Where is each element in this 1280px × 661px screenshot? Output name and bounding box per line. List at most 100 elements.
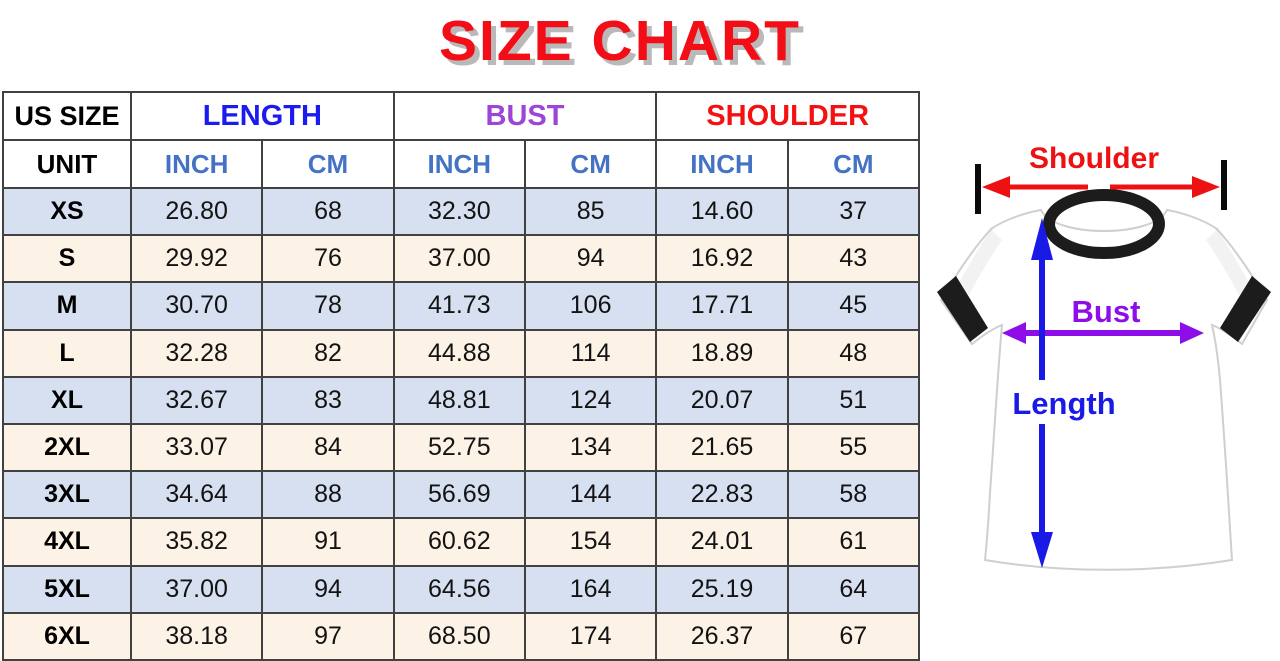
measurement-cell: 68.50 — [392, 611, 526, 661]
bust-arrowhead-left — [1002, 322, 1026, 344]
measurement-cell: 38.18 — [129, 611, 264, 661]
measurement-cell: 37.00 — [392, 234, 526, 284]
shoulder-arrowhead-right — [1192, 176, 1220, 198]
measurement-cell: 43 — [786, 234, 921, 284]
shoulder-inch-header: INCH — [655, 139, 789, 189]
length-label: Length — [1012, 386, 1115, 421]
measurement-cell: 82 — [261, 328, 395, 378]
length-group-header: LENGTH — [130, 91, 395, 141]
measurement-cell: 32.28 — [129, 328, 264, 378]
table-row: XS 26.80 68 32.30 85 14.60 37 — [2, 186, 921, 237]
measurement-cell: 35.82 — [129, 517, 264, 567]
length-cm-header: CM — [261, 139, 395, 189]
measurement-cell: 97 — [261, 611, 395, 661]
length-inch-header: INCH — [129, 139, 264, 189]
measurement-cell: 18.89 — [655, 328, 789, 378]
left-cuff — [937, 276, 988, 342]
measurement-cell: 154 — [523, 517, 658, 567]
bust-arrowhead-right — [1180, 322, 1204, 344]
measurement-cell: 94 — [523, 234, 658, 284]
table-row: XL 32.67 83 48.81 124 20.07 51 — [2, 375, 921, 425]
measurement-cell: 22.83 — [655, 470, 789, 520]
tshirt-measurement-diagram: Shoulder Bust Length — [937, 142, 1271, 571]
measurement-cell: 34.64 — [129, 470, 264, 520]
shoulder-arrowhead-left — [982, 176, 1010, 198]
measurement-cell: 45 — [786, 281, 921, 331]
measurement-cell: 174 — [523, 611, 658, 661]
measurement-cell: 61 — [786, 517, 921, 567]
measurement-cell: 37 — [786, 186, 921, 237]
measurement-cell: 85 — [523, 186, 658, 237]
length-measurement: Length — [1012, 218, 1116, 568]
table-header-group-row: US SIZE LENGTH BUST SHOULDER — [2, 91, 920, 141]
bust-cm-header: CM — [523, 139, 658, 189]
measurement-cell: 58 — [786, 470, 921, 520]
measurement-cell: 84 — [261, 422, 395, 473]
us-size-header: US SIZE — [2, 91, 132, 141]
size-label-cell: L — [2, 328, 132, 378]
measurement-cell: 24.01 — [655, 517, 789, 567]
measurement-cell: 32.30 — [392, 186, 526, 237]
measurement-cell: 78 — [261, 281, 395, 331]
table-row: 4XL 35.82 91 60.62 154 24.01 61 — [2, 517, 921, 567]
shoulder-group-header: SHOULDER — [655, 91, 920, 141]
measurement-cell: 60.62 — [392, 517, 526, 567]
length-arrowhead-top — [1031, 218, 1053, 260]
measurement-cell: 16.92 — [655, 234, 789, 284]
shoulder-cm-header: CM — [786, 139, 921, 189]
table-header-unit-row: UNIT INCH CM INCH CM INCH CM — [2, 139, 921, 189]
size-label-cell: M — [2, 281, 132, 331]
measurement-cell: 134 — [523, 422, 658, 473]
measurement-cell: 76 — [261, 234, 395, 284]
measurement-cell: 91 — [261, 517, 395, 567]
measurement-cell: 41.73 — [392, 281, 526, 331]
ringer-collar — [1043, 189, 1165, 259]
measurement-cell: 25.19 — [655, 564, 789, 614]
measurement-cell: 20.07 — [655, 375, 789, 425]
size-label-cell: XL — [2, 375, 132, 425]
bust-inch-header: INCH — [392, 139, 526, 189]
measurement-cell: 56.69 — [392, 470, 526, 520]
measurement-cell: 88 — [261, 470, 395, 520]
table-row: L 32.28 82 44.88 114 18.89 48 — [2, 328, 921, 378]
measurement-cell: 33.07 — [129, 422, 264, 473]
measurement-cell: 44.88 — [392, 328, 526, 378]
bust-label: Bust — [1072, 294, 1141, 329]
measurement-cell: 68 — [261, 186, 395, 237]
table-row: 5XL 37.00 94 64.56 164 25.19 64 — [2, 564, 921, 614]
size-label-cell: XS — [2, 186, 132, 237]
table-row: 2XL 33.07 84 52.75 134 21.65 55 — [2, 422, 921, 473]
measurement-cell: 26.37 — [655, 611, 789, 661]
measurement-cell: 106 — [523, 281, 658, 331]
table-row: M 30.70 78 41.73 106 17.71 45 — [2, 281, 921, 331]
measurement-cell: 144 — [523, 470, 658, 520]
measurement-cell: 30.70 — [129, 281, 264, 331]
measurement-cell: 51 — [786, 375, 921, 425]
measurement-cell: 67 — [786, 611, 921, 661]
measurement-cell: 17.71 — [655, 281, 789, 331]
bust-group-header: BUST — [392, 91, 658, 141]
unit-header: UNIT — [2, 139, 132, 189]
measurement-cell: 48.81 — [392, 375, 526, 425]
measurement-cell: 21.65 — [655, 422, 789, 473]
measurement-cell: 164 — [523, 564, 658, 614]
size-table-body: XS 26.80 68 32.30 85 14.60 37 S 29.92 76 37.00 94 16… — [2, 186, 921, 661]
size-chart-table: US SIZE LENGTH BUST SHOULDER UNIT INCH C… — [2, 91, 921, 661]
shoulder-label: Shoulder — [1029, 142, 1159, 175]
size-label-cell: 6XL — [2, 611, 132, 661]
measurement-cell: 114 — [523, 328, 658, 378]
measurement-cell: 26.80 — [129, 186, 264, 237]
size-label-cell: 5XL — [2, 564, 132, 614]
tshirt-graphic — [937, 189, 1271, 571]
size-label-cell: 4XL — [2, 517, 132, 567]
measurement-cell: 83 — [261, 375, 395, 425]
measurement-cell: 64.56 — [392, 564, 526, 614]
measurement-cell: 64 — [786, 564, 921, 614]
measurement-cell: 52.75 — [392, 422, 526, 473]
measurement-cell: 124 — [523, 375, 658, 425]
page-title: SIZE CHART — [439, 9, 801, 73]
table-row: S 29.92 76 37.00 94 16.92 43 — [2, 234, 921, 284]
measurement-cell: 29.92 — [129, 234, 264, 284]
measurement-cell: 48 — [786, 328, 921, 378]
measurement-cell: 94 — [261, 564, 395, 614]
